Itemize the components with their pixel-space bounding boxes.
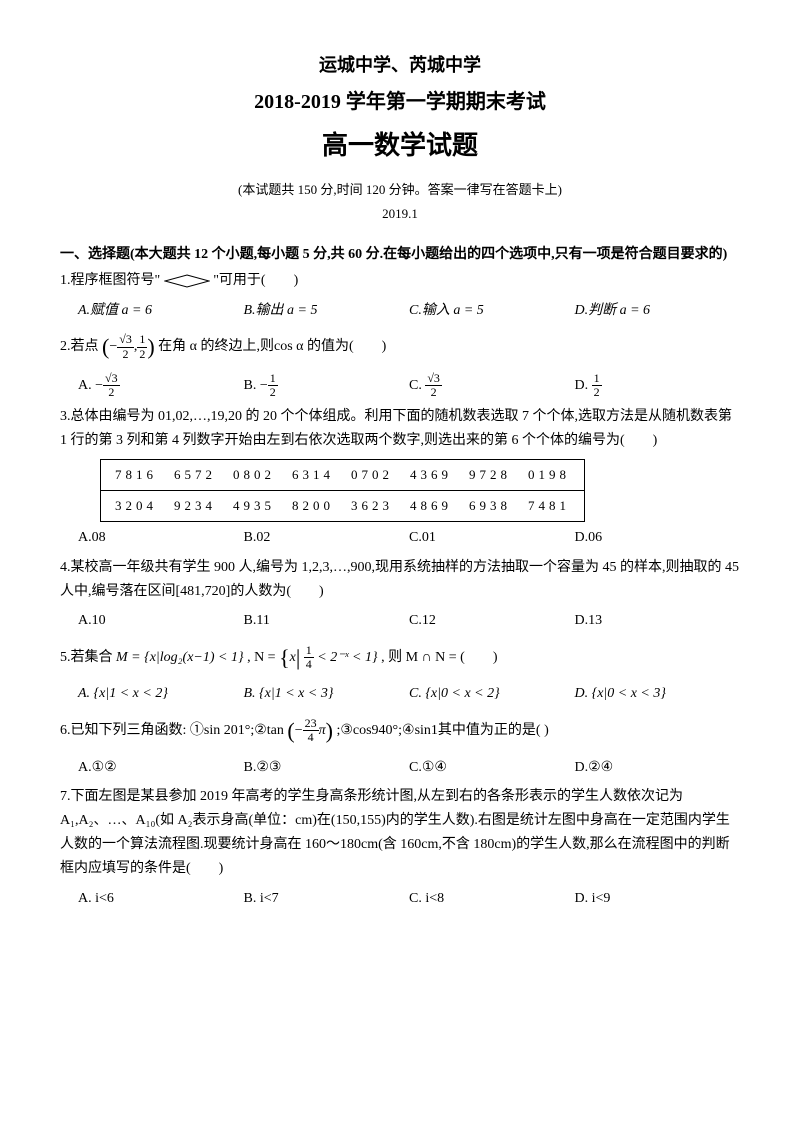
q3-opt-d: D.06 <box>575 526 741 550</box>
lparen2-icon: ( <box>287 718 294 743</box>
rparen2-icon: ) <box>326 718 333 743</box>
q2-opt-b: B. −12 <box>244 372 410 399</box>
question-5: 5.若集合 M = {x|log₂(x−1) < 1} , N = {x| 14… <box>60 639 740 676</box>
question-7: 7.下面左图是某县参加 2019 年高考的学生身高条形统计图,从左到右的各条形表… <box>60 785 740 880</box>
rparen-icon: ) <box>147 334 154 359</box>
q5-Nprefix: , N = <box>247 650 279 665</box>
q1-opt-d: D.判断 a = 6 <box>575 299 741 323</box>
q5-M: M = {x|log₂(x−1) < 1} <box>116 650 244 665</box>
q7-opt-a: A. i<6 <box>78 887 244 911</box>
school-names: 运城中学、芮城中学 <box>60 50 740 81</box>
q6-frac: 234 <box>303 717 319 744</box>
rand-row-2: 3204 9234 4935 8200 3623 4869 6938 7481 <box>101 490 585 521</box>
q5-options: A. {x|1 < x < 2} B. {x|1 < x < 3} C. {x|… <box>60 682 740 706</box>
q4-opt-a: A.10 <box>78 609 244 633</box>
q1-opt-a: A.赋值 a = 6 <box>78 299 244 323</box>
q3-options: A.08 B.02 C.01 D.06 <box>60 526 740 550</box>
lparen-icon: ( <box>102 334 109 359</box>
q2-point-y: 12 <box>137 333 147 360</box>
exam-date: 2019.1 <box>60 203 740 225</box>
q1-opt-c: C.输入 a = 5 <box>409 299 575 323</box>
diamond-icon <box>164 274 210 288</box>
q6-opt-a: A.①② <box>78 756 244 780</box>
q6-pi: π <box>319 723 326 738</box>
lbrace-icon: { <box>279 645 290 670</box>
q6-prefix: 6.已知下列三角函数: ①sin 201°;②tan <box>60 723 284 738</box>
q3-opt-a: A.08 <box>78 526 244 550</box>
q1-options: A.赋值 a = 6 B.输出 a = 5 C.输入 a = 5 D.判断 a … <box>60 299 740 323</box>
q5-Nmid: < 2⁻ˣ < 1} <box>317 650 377 665</box>
q2-mid: 在角 α 的终边上,则cos α 的值为( ) <box>158 339 386 354</box>
term-line: 2018-2019 学年第一学期期末考试 <box>60 85 740 119</box>
question-4: 4.某校高一年级共有学生 900 人,编号为 1,2,3,…,900,现用系统抽… <box>60 556 740 604</box>
q4-options: A.10 B.11 C.12 D.13 <box>60 609 740 633</box>
q5-frac: 14 <box>304 644 314 671</box>
q7-options: A. i<6 B. i<7 C. i<8 D. i<9 <box>60 887 740 911</box>
q7-opt-b: B. i<7 <box>244 887 410 911</box>
q5-suffix: , 则 M ∩ N = ( ) <box>381 650 497 665</box>
q6-suffix: ;③cos940°;④sin1其中值为正的是( ) <box>336 723 548 738</box>
q4-opt-b: B.11 <box>244 609 410 633</box>
rand-row-1: 7816 6572 0802 6314 0702 4369 9728 0198 <box>101 459 585 490</box>
q3-opt-c: C.01 <box>409 526 575 550</box>
q4-opt-c: C.12 <box>409 609 575 633</box>
q1-stem-b: "可用于( ) <box>213 273 298 288</box>
q2-point-x: √32 <box>117 333 134 360</box>
question-2: 2.若点 (−√32,12) 在角 α 的终边上,则cos α 的值为( ) <box>60 328 740 365</box>
exam-note: (本试题共 150 分,时间 120 分钟。答案一律写在答题卡上) <box>60 179 740 201</box>
q2-opt-c: C. √32 <box>409 372 575 399</box>
question-1: 1.程序框图符号" "可用于( ) <box>60 269 740 293</box>
q5-opt-b: B. {x|1 < x < 3} <box>244 682 410 706</box>
q5-opt-a: A. {x|1 < x < 2} <box>78 682 244 706</box>
q3-opt-b: B.02 <box>244 526 410 550</box>
q1-stem-a: 1.程序框图符号" <box>60 273 160 288</box>
question-6: 6.已知下列三角函数: ①sin 201°;②tan (−234π) ;③cos… <box>60 712 740 749</box>
q2-opt-d: D. 12 <box>575 372 741 399</box>
q7-opt-c: C. i<8 <box>409 887 575 911</box>
question-3: 3.总体由编号为 01,02,…,19,20 的 20 个个体组成。利用下面的随… <box>60 405 740 453</box>
q6-opt-d: D.②④ <box>575 756 741 780</box>
q5-opt-d: D. {x|0 < x < 3} <box>575 682 741 706</box>
q2-opt-a: A. −√32 <box>78 372 244 399</box>
q7-opt-d: D. i<9 <box>575 887 741 911</box>
q2-options: A. −√32 B. −12 C. √32 D. 12 <box>60 372 740 399</box>
q5-opt-c: C. {x|0 < x < 2} <box>409 682 575 706</box>
exam-title: 高一数学试题 <box>60 123 740 167</box>
q6-options: A.①② B.②③ C.①④ D.②④ <box>60 756 740 780</box>
q4-opt-d: D.13 <box>575 609 741 633</box>
q5-prefix: 5.若集合 <box>60 650 116 665</box>
random-number-table: 7816 6572 0802 6314 0702 4369 9728 0198 … <box>100 459 585 522</box>
section-1-title: 一、选择题(本大题共 12 个小题,每小题 5 分,共 60 分.在每小题给出的… <box>60 243 740 267</box>
q6-opt-b: B.②③ <box>244 756 410 780</box>
q2-prefix: 2.若点 <box>60 339 99 354</box>
q6-opt-c: C.①④ <box>409 756 575 780</box>
q1-opt-b: B.输出 a = 5 <box>244 299 410 323</box>
